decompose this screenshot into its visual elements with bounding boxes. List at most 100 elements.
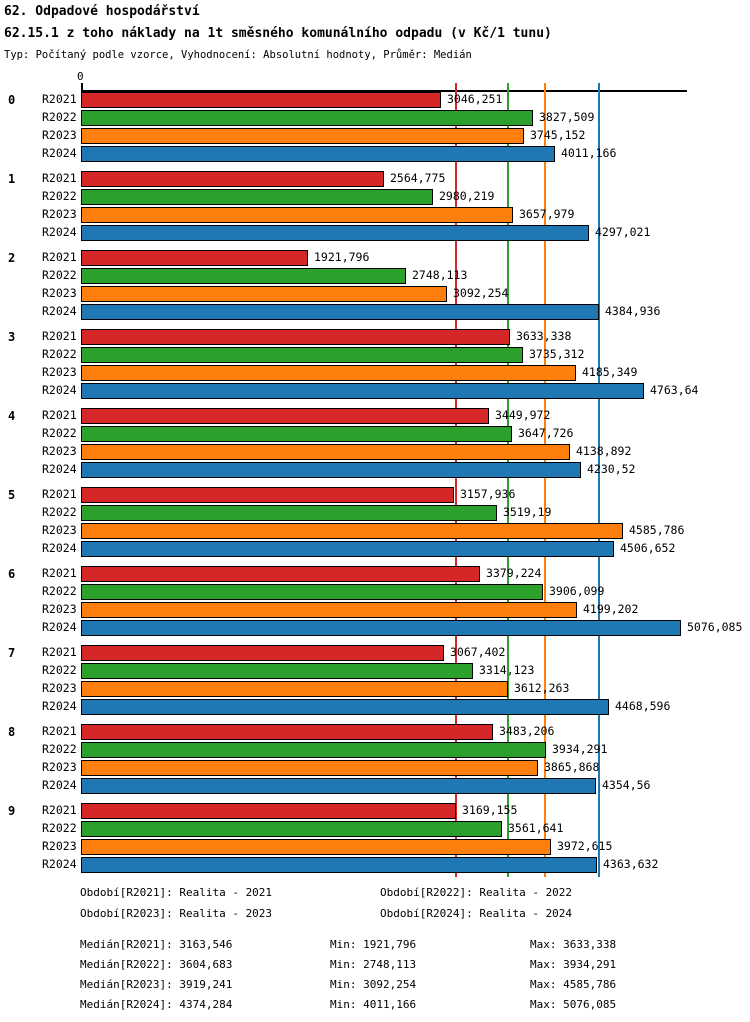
bar-6-r2024 (81, 620, 681, 636)
bar-value-label: 4297,021 (595, 225, 651, 239)
series-label: R2022 (42, 110, 77, 124)
bar-value-label: 4199,202 (583, 602, 639, 616)
series-label: R2022 (42, 426, 77, 440)
series-label: R2023 (42, 760, 77, 774)
bar-value-label: 3972,615 (557, 839, 613, 853)
legend-item-r2023: Období[R2023]: Realita - 2023 (80, 907, 273, 920)
bar-8-r2022 (81, 742, 546, 758)
median-line-r2022 (507, 83, 509, 877)
bar-2-r2023 (81, 286, 447, 302)
bar-value-label: 3934,291 (552, 742, 608, 756)
series-label: R2022 (42, 189, 77, 203)
group-label: 0 (8, 93, 16, 107)
bar-9-r2022 (81, 821, 502, 837)
bar-value-label: 1921,796 (314, 250, 370, 264)
bar-4-r2021 (81, 408, 489, 424)
series-label: R2021 (42, 645, 77, 659)
group-label: 4 (8, 409, 16, 423)
bar-value-label: 3561,641 (508, 821, 564, 835)
series-label: R2022 (42, 742, 77, 756)
bar-value-label: 3633,338 (516, 329, 572, 343)
bar-7-r2022 (81, 663, 473, 679)
bar-value-label: 3647,726 (518, 426, 574, 440)
bar-value-label: 4363,632 (603, 857, 659, 871)
bar-value-label: 4468,596 (615, 699, 671, 713)
indicator-meta: Typ: Počítaný podle vzorce, Vyhodnocení:… (4, 49, 472, 61)
stat-max-r2023: Max: 4585,786 (530, 978, 617, 991)
bar-6-r2021 (81, 566, 480, 582)
bar-9-r2021 (81, 803, 456, 819)
bar-2-r2022 (81, 268, 406, 284)
stat-max-r2022: Max: 3934,291 (530, 958, 617, 971)
series-label: R2024 (42, 304, 77, 318)
bar-3-r2021 (81, 329, 510, 345)
bar-0-r2023 (81, 128, 524, 144)
bar-6-r2022 (81, 584, 543, 600)
series-label: R2024 (42, 146, 77, 160)
series-label: R2021 (42, 566, 77, 580)
stat-max-r2021: Max: 3633,338 (530, 938, 617, 951)
bar-value-label: 4585,786 (629, 523, 685, 537)
series-label: R2024 (42, 857, 77, 871)
series-label: R2023 (42, 839, 77, 853)
x-axis-zero-label: 0 (77, 70, 84, 83)
series-label: R2023 (42, 128, 77, 142)
bar-value-label: 3092,254 (453, 286, 509, 300)
series-label: R2022 (42, 347, 77, 361)
bar-8-r2021 (81, 724, 493, 740)
series-label: R2023 (42, 286, 77, 300)
series-label: R2024 (42, 225, 77, 239)
median-line-r2024 (598, 83, 600, 877)
group-label: 8 (8, 725, 16, 739)
indicator-subtitle: 62.15.1 z toho náklady na 1t směsného ko… (4, 26, 552, 41)
bar-7-r2024 (81, 699, 609, 715)
bar-value-label: 2748,113 (412, 268, 468, 282)
x-axis-zero-tick (81, 83, 83, 97)
bar-1-r2023 (81, 207, 513, 223)
bar-0-r2022 (81, 110, 533, 126)
group-label: 5 (8, 488, 16, 502)
series-label: R2021 (42, 171, 77, 185)
bar-value-label: 3379,224 (486, 566, 542, 580)
stat-min-r2022: Min: 2748,113 (330, 958, 417, 971)
bar-value-label: 3657,979 (519, 207, 575, 221)
series-label: R2023 (42, 523, 77, 537)
series-label: R2022 (42, 505, 77, 519)
series-label: R2023 (42, 681, 77, 695)
bar-2-r2021 (81, 250, 308, 266)
bar-value-label: 2980,219 (439, 189, 495, 203)
group-label: 3 (8, 330, 16, 344)
stat-median-r2021: Medián[R2021]: 3163,546 (80, 938, 233, 951)
group-label: 1 (8, 172, 16, 186)
stat-median-r2022: Medián[R2022]: 3604,683 (80, 958, 233, 971)
bar-value-label: 3449,972 (495, 408, 551, 422)
series-label: R2023 (42, 444, 77, 458)
bar-value-label: 5076,085 (687, 620, 743, 634)
bar-value-label: 3157,936 (460, 487, 516, 501)
bar-5-r2023 (81, 523, 623, 539)
bar-5-r2021 (81, 487, 454, 503)
series-label: R2021 (42, 803, 77, 817)
series-label: R2022 (42, 663, 77, 677)
series-label: R2023 (42, 602, 77, 616)
bar-value-label: 3612,263 (514, 681, 570, 695)
series-label: R2021 (42, 724, 77, 738)
bar-value-label: 3483,206 (499, 724, 555, 738)
bar-value-label: 3827,509 (539, 110, 595, 124)
bar-value-label: 4185,349 (582, 365, 638, 379)
bar-1-r2021 (81, 171, 384, 187)
bar-8-r2024 (81, 778, 596, 794)
stat-max-r2024: Max: 5076,085 (530, 998, 617, 1011)
bar-value-label: 4138,892 (576, 444, 632, 458)
bar-3-r2024 (81, 383, 644, 399)
bar-4-r2023 (81, 444, 570, 460)
median-line-r2023 (544, 83, 546, 877)
stat-min-r2021: Min: 1921,796 (330, 938, 417, 951)
bar-value-label: 3906,099 (549, 584, 605, 598)
series-label: R2024 (42, 620, 77, 634)
series-label: R2024 (42, 699, 77, 713)
stat-median-r2024: Medián[R2024]: 4374,284 (80, 998, 233, 1011)
series-label: R2021 (42, 250, 77, 264)
legend-item-r2022: Období[R2022]: Realita - 2022 (380, 886, 573, 899)
bar-7-r2023 (81, 681, 508, 697)
